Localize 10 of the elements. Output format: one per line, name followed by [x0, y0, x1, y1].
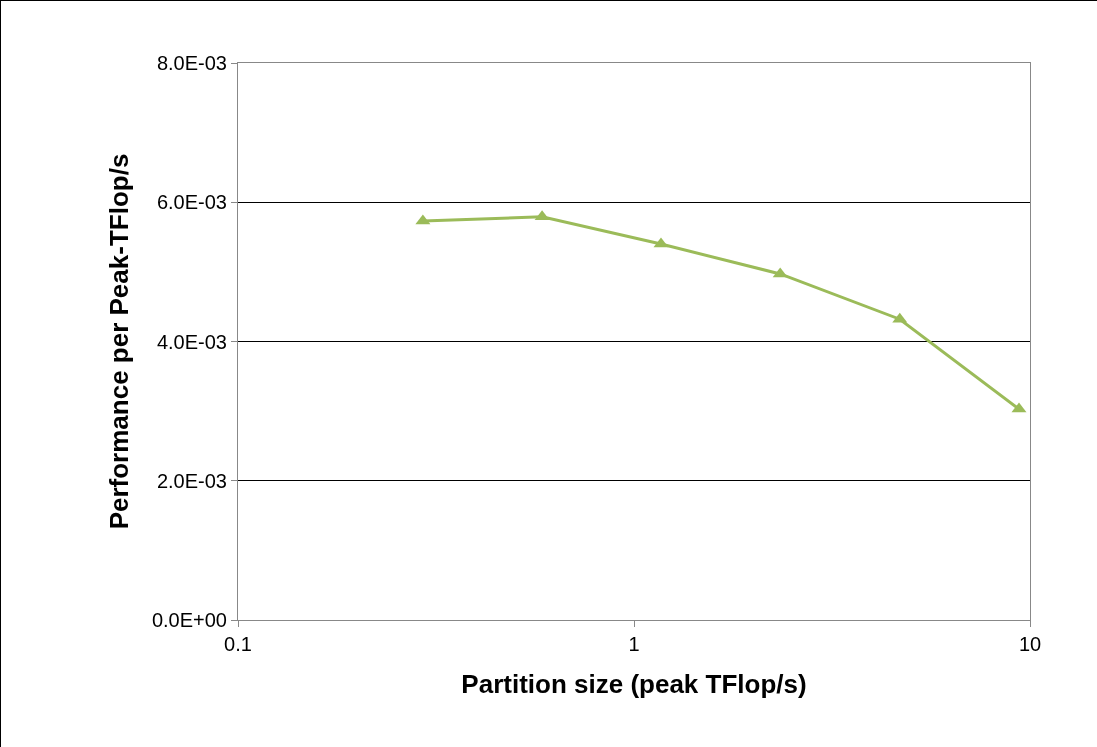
- x-tick-label: 0.1: [224, 633, 252, 655]
- y-tick-label: 0.0E+00: [151, 609, 227, 631]
- x-tick-label: 1: [628, 633, 640, 655]
- y-tick-label: 8.0E-03: [156, 52, 227, 74]
- y-tick-label: 2.0E-03: [156, 469, 227, 492]
- x-axis-title: Partition size (peak TFlop/s): [461, 668, 807, 699]
- y-tick-label: 4.0E-03: [156, 330, 227, 353]
- x-tick-label: 10: [1018, 633, 1042, 655]
- y-tick-label: 6.0E-03: [156, 191, 227, 214]
- y-axis-title: Performance per Peak-TFlop/s: [104, 153, 135, 530]
